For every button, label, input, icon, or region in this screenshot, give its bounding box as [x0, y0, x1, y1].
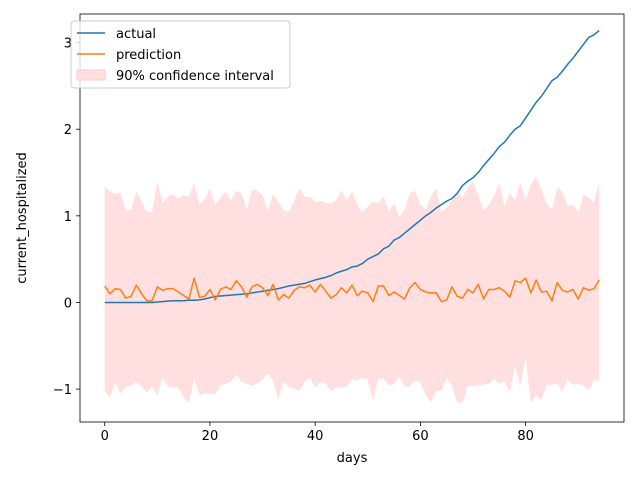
legend-entry-confidence-interval: 90% confidence interval — [116, 69, 274, 84]
x-axis-label: days — [337, 451, 368, 466]
series-line-prediction — [104, 277, 600, 303]
series-layer — [104, 29, 600, 304]
series-line-actual — [104, 29, 600, 304]
x-tick-label: 80 — [517, 429, 534, 444]
x-axis-ticks: 0 20 40 60 80 — [101, 422, 534, 444]
legend-swatch-confidence-interval — [76, 69, 106, 81]
y-axis-ticks: −1 0 1 2 3 — [53, 37, 80, 398]
x-tick-label: 20 — [202, 429, 219, 444]
legend-box — [70, 20, 291, 89]
x-tick-label: 40 — [307, 429, 324, 444]
plot-area-frame — [79, 13, 625, 423]
y-tick-label: 2 — [64, 123, 72, 138]
legend-entry-actual: actual — [116, 27, 156, 42]
y-axis-label: current_hospitalized — [15, 152, 30, 284]
y-tick-label: 3 — [64, 37, 72, 52]
confidence-interval-band — [104, 175, 600, 403]
confidence-band-layer — [104, 175, 600, 403]
y-tick-label: 0 — [64, 296, 72, 311]
x-tick-label: 0 — [101, 429, 109, 444]
legend: actual prediction 90% confidence interva… — [70, 20, 291, 89]
x-tick-label: 60 — [412, 429, 429, 444]
y-tick-label: −1 — [53, 383, 72, 398]
legend-entry-prediction: prediction — [116, 48, 181, 63]
y-tick-label: 1 — [64, 210, 72, 225]
